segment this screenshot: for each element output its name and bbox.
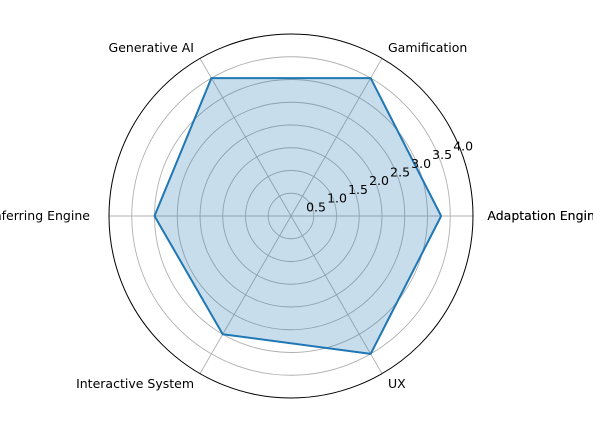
grid-layer [108, 33, 474, 399]
series-fill [154, 78, 442, 354]
category-label: Interactive System [76, 376, 194, 391]
category-label: Inferring Engine [0, 208, 90, 223]
series-line [153, 77, 443, 355]
r-tick-label: 1.0 [327, 191, 347, 206]
r-tick-label: 1.5 [348, 182, 368, 197]
category-label: UX [388, 376, 406, 391]
spoke-line [290, 215, 383, 374]
spoke-line [199, 58, 292, 217]
category-label: Generative AI [109, 40, 194, 55]
r-tick-label: 3.5 [432, 147, 452, 162]
r-tick-label: 2.5 [390, 164, 410, 179]
spoke-line [199, 215, 292, 374]
r-tick-label: 2.0 [369, 173, 389, 188]
spoke-line [290, 58, 383, 217]
category-label: Adaptation Engine [487, 208, 593, 223]
category-label: Adaptation Engine [487, 208, 593, 223]
r-tick-label: 4.0 [453, 138, 473, 153]
label-layer: Adaptation Engine Gamification Generative … [0, 40, 593, 391]
outer-ring [108, 33, 474, 399]
r-tick-label: 0.5 [306, 199, 326, 214]
series-layer [153, 77, 443, 355]
category-label: Gamification [388, 40, 467, 55]
r-tick-label: 3.0 [411, 156, 431, 171]
